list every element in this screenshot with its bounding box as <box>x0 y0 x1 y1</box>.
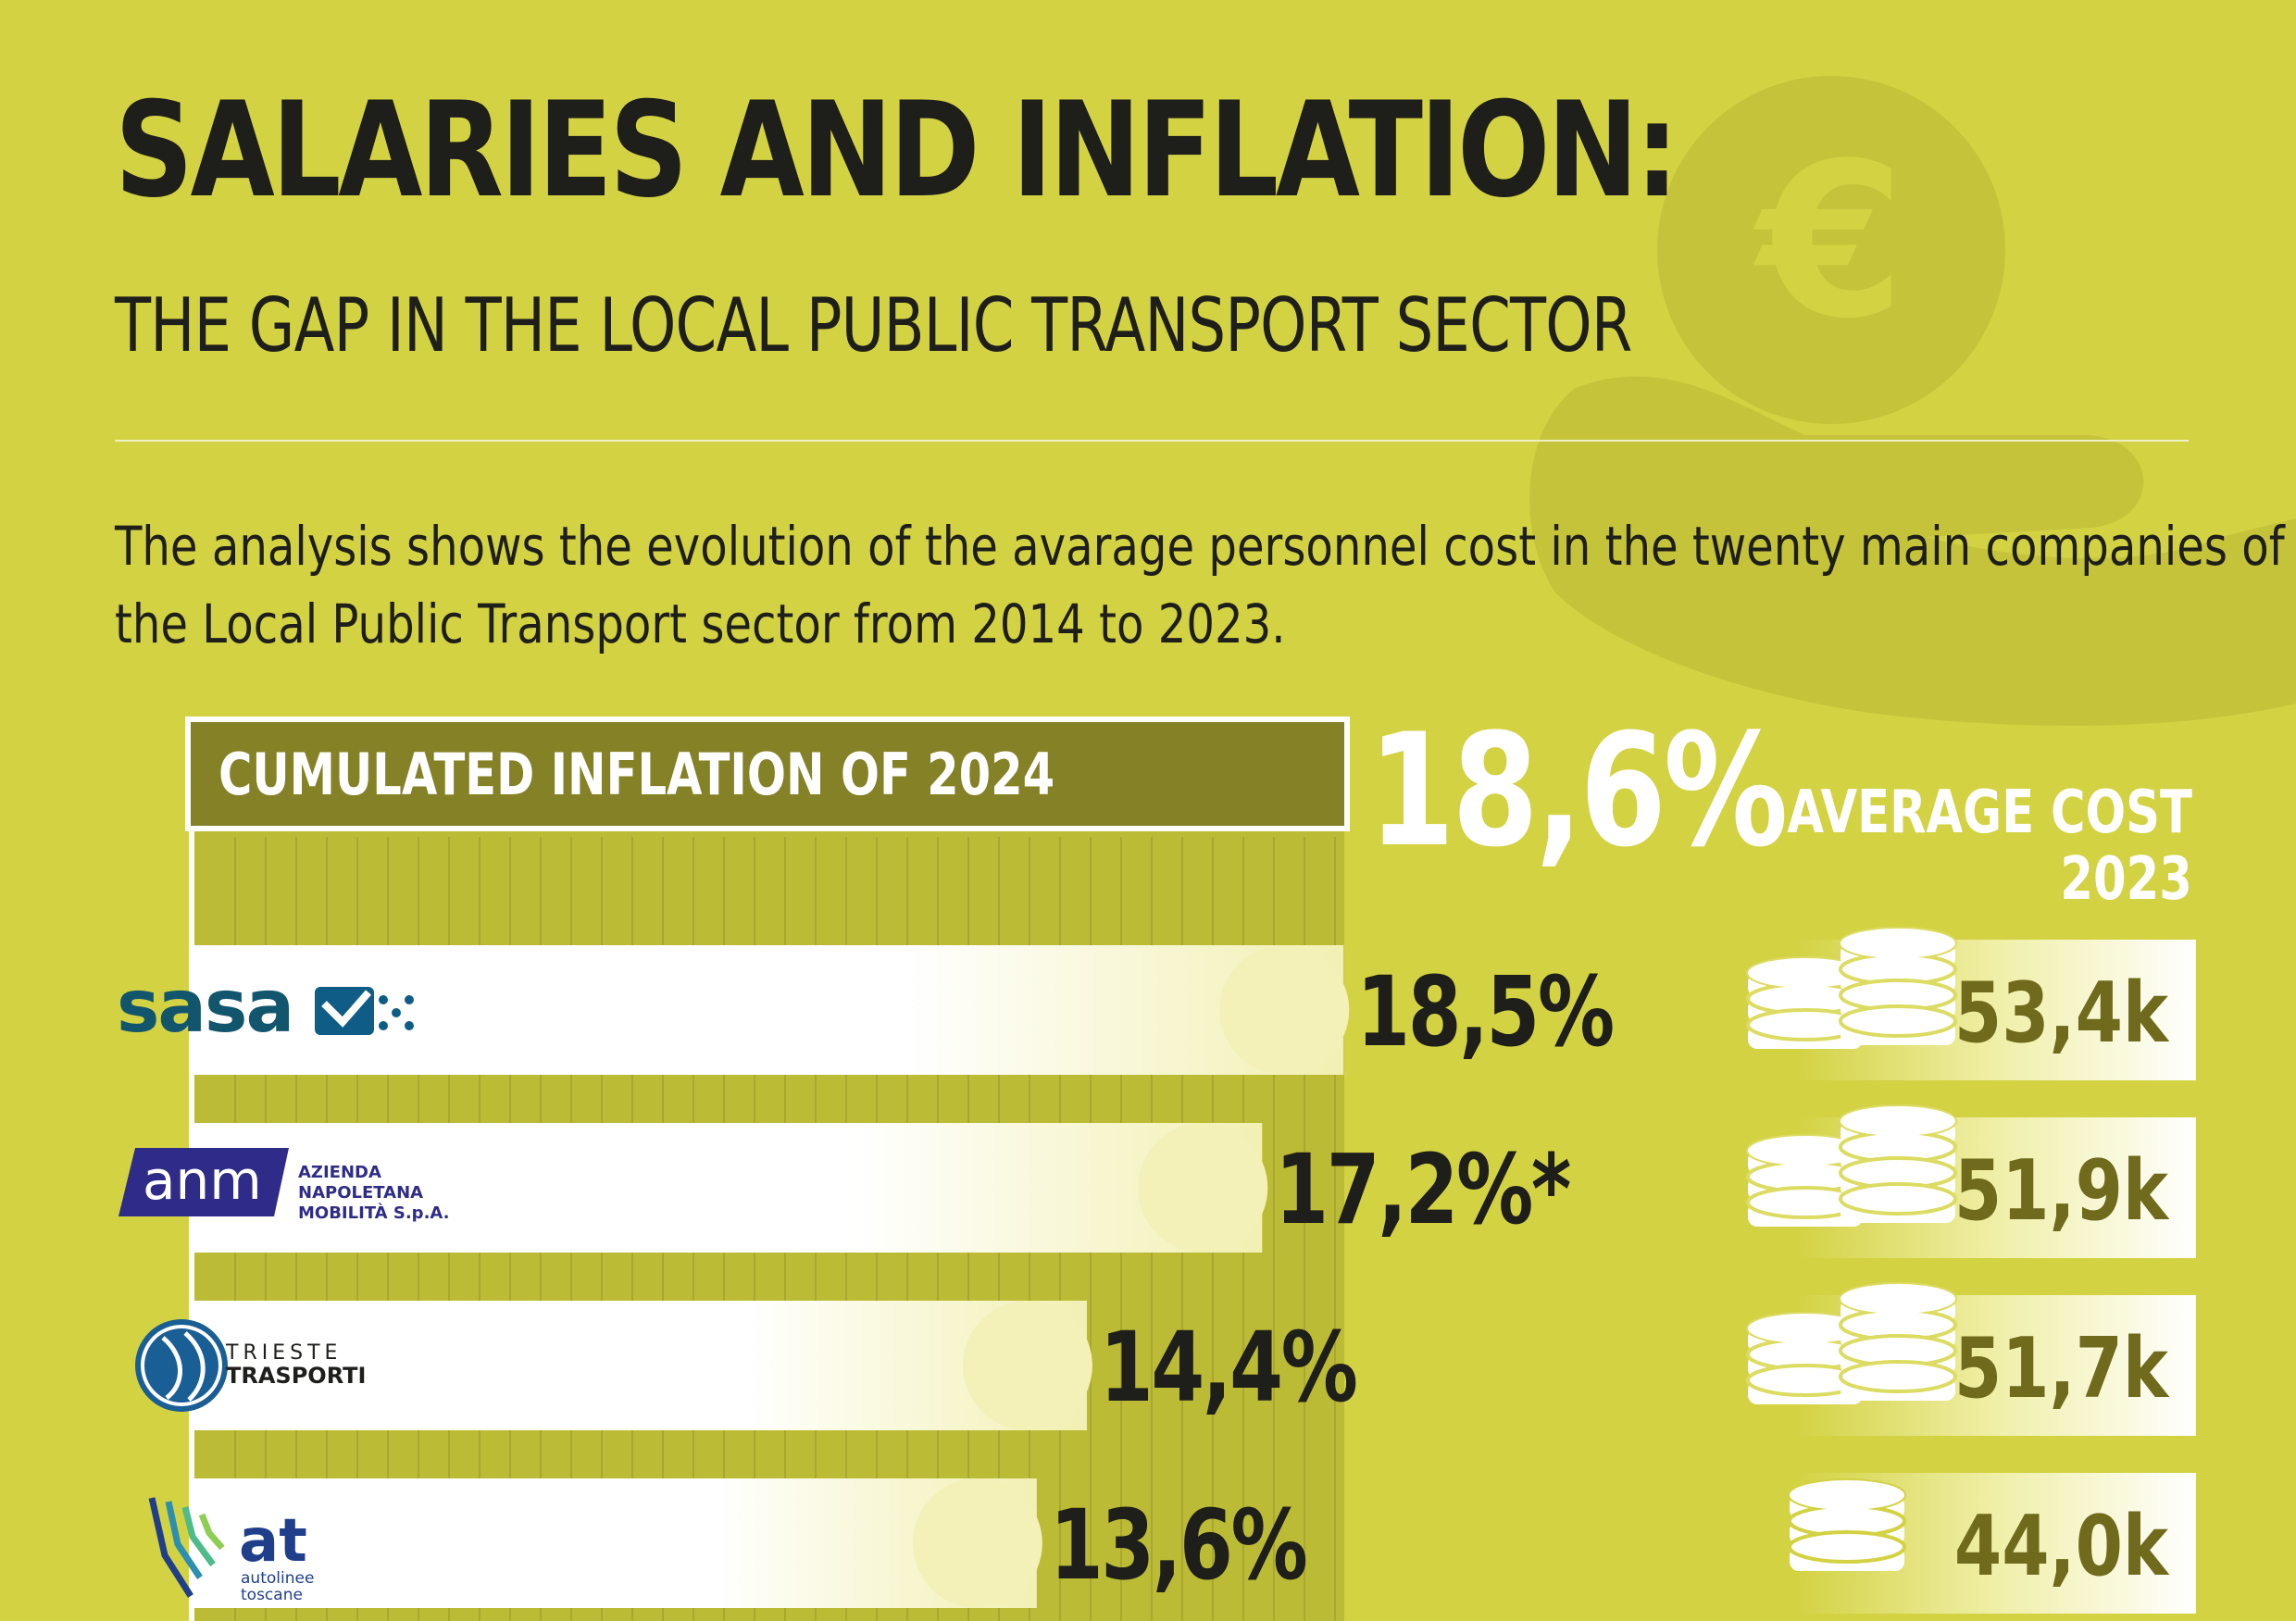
bar <box>189 1301 1087 1430</box>
inflation-label: CUMULATED INFLATION OF 2024 <box>218 741 1055 808</box>
bar-end-dot <box>1138 1123 1268 1253</box>
coin-top <box>1841 1106 1955 1136</box>
cost-value-label: 53,4k <box>1954 966 2170 1062</box>
logo-at-text: at <box>239 1507 307 1576</box>
bar-end-dot <box>1219 945 1350 1075</box>
cost-value-label: 51,9k <box>1954 1143 2170 1240</box>
logo-anm-subtext: MOBILITÀ S.p.A. <box>298 1203 450 1223</box>
logo-at-stripe <box>148 1497 193 1598</box>
logo-at-stripe <box>181 1506 216 1567</box>
logo-trieste-text2: TRASPORTI <box>226 1363 366 1389</box>
coin-top <box>1790 1480 1904 1510</box>
logo-trieste-ring <box>141 1325 222 1406</box>
logo-anm-subtext: NAPOLETANA <box>298 1183 423 1203</box>
divider <box>115 440 2189 442</box>
cost-value-label: 51,7k <box>1954 1321 2170 1417</box>
average-cost-header: AVERAGE COST 2023 <box>1787 779 2192 913</box>
logo-trieste-text1: TRIESTE <box>225 1341 342 1365</box>
logo-sasa-dot <box>379 1021 388 1030</box>
cost-value-label: 44,0k <box>1954 1499 2170 1595</box>
page-title: SALARIES AND INFLATION: <box>115 74 1679 227</box>
coin-top <box>1788 1530 1906 1564</box>
average-cost-header-line2: 2023 <box>2060 845 2193 914</box>
coin-stack-icon <box>1746 1104 1957 1227</box>
coin-top <box>1839 1360 1957 1393</box>
inflation-box: CUMULATED INFLATION OF 2024 <box>185 717 1350 831</box>
logo-anm-text: anm <box>143 1149 262 1212</box>
bar-value-label: 18,5% <box>1356 957 1613 1068</box>
logo-sasa-text: sasa <box>117 966 293 1049</box>
inflation-value: 18,6% <box>1368 700 1788 881</box>
logo-at-subtext: autolinee <box>241 1569 314 1588</box>
average-cost-header-line1: AVERAGE COST <box>1787 779 2192 847</box>
coin-stack-icon <box>1788 1478 1906 1571</box>
coin-top <box>1841 929 1955 958</box>
logo-sasa-dot <box>405 1021 414 1030</box>
bar-end-dot <box>912 1478 1042 1608</box>
coin-top <box>1839 1182 1957 1216</box>
logo-sasa-dot <box>379 995 388 1004</box>
coin-top <box>1839 1004 1957 1038</box>
logo-at-stripe <box>198 1513 225 1551</box>
coin-stack-icon <box>1746 927 1957 1049</box>
logo-sasa-dot <box>392 1008 401 1017</box>
coin-top <box>1841 1284 1955 1314</box>
logo-at-stripe <box>165 1501 203 1579</box>
logo-anm-shape <box>119 1148 289 1216</box>
logo-anm-subtext: AZIENDA <box>298 1163 381 1182</box>
bar-value-label: 17,2%* <box>1275 1135 1570 1246</box>
bar <box>189 945 1344 1075</box>
bar <box>189 1478 1037 1608</box>
logo-at-subtext: toscane <box>241 1586 303 1604</box>
bar-end-dot <box>962 1301 1092 1430</box>
coin-top <box>1748 1314 1863 1343</box>
coin-stack-icon <box>1746 1282 1957 1404</box>
logo-sasa-dot <box>405 995 414 1004</box>
page-subtitle: THE GAP IN THE LOCAL PUBLIC TRANSPORT SE… <box>115 282 1632 368</box>
svg-text:€: € <box>1753 118 1905 366</box>
intro-text: The analysis shows the evolution of the … <box>115 515 2285 655</box>
logo-sasa-check <box>321 990 372 1028</box>
logo-sasa: sasa <box>117 966 414 1049</box>
bar <box>189 1123 1263 1253</box>
bar-value-label: 14,4% <box>1100 1313 1356 1424</box>
bar-value-label: 13,6% <box>1050 1490 1306 1602</box>
logo-trieste-curves <box>161 1331 206 1402</box>
coin-top <box>1748 1136 1863 1166</box>
coin-top <box>1748 958 1863 988</box>
